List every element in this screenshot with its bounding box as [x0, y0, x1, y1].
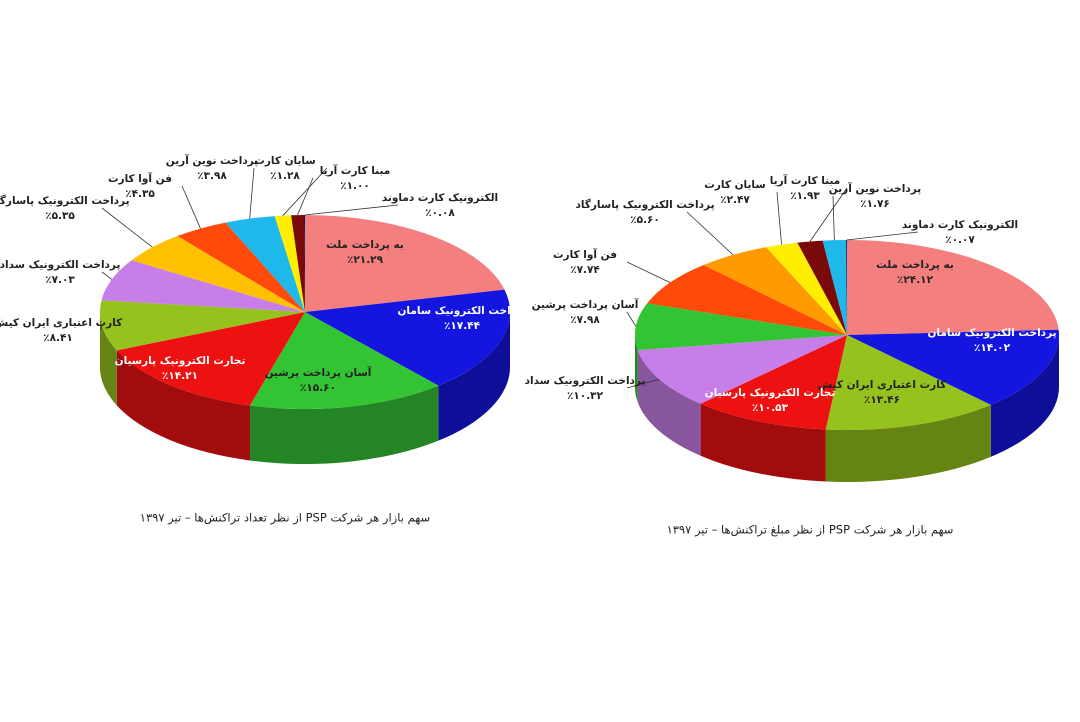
pie-side [100, 312, 117, 406]
slice-label: کارت اعتباری ایران کیش [0, 317, 123, 329]
pie-side [637, 350, 701, 456]
pie-slice [825, 335, 991, 430]
value-label: ٪۱.۰۰ [340, 180, 370, 192]
leader-line [297, 177, 314, 216]
value-label: ٪۱۴.۲۱ [162, 370, 198, 382]
slice-label: پرداخت نوین آرین [829, 182, 921, 195]
pie-side [825, 404, 991, 482]
pie-slice [635, 303, 847, 351]
pie-slice [99, 300, 305, 351]
pie-slice [305, 289, 511, 386]
value-label: ٪۵.۶۰ [630, 214, 660, 226]
slice-label: به پرداخت ملت [326, 239, 404, 251]
leader-line [101, 207, 153, 248]
value-label: ٪۱.۷۶ [860, 198, 890, 210]
pie-slice [797, 240, 847, 335]
value-label: ٪۷.۷۴ [570, 264, 600, 276]
slice-label: تجارت الکترونیک پارسیان [705, 387, 836, 399]
slice-label: کارت اعتباری ایران کیش [818, 379, 947, 391]
leader-line [626, 311, 637, 327]
pie-slice [303, 215, 305, 312]
value-label: ٪۱.۲۸ [270, 170, 300, 182]
value-label: ٪۰.۰۷ [945, 234, 975, 246]
value-label: ٪۷.۹۸ [570, 314, 600, 326]
value-label: ٪۲۱.۲۹ [347, 254, 384, 266]
slice-label: مبنا کارت آریا [320, 164, 391, 177]
pie-side [116, 350, 251, 461]
pie-side [438, 312, 510, 441]
value-label: ٪۱۰.۵۳ [752, 402, 789, 414]
pie-slice [846, 240, 847, 335]
pie-slice [225, 216, 305, 312]
value-label: ٪۴.۳۵ [125, 188, 155, 200]
pie-slice [131, 236, 305, 312]
pie-slice [274, 215, 305, 312]
value-label: ٪۱.۹۳ [790, 190, 820, 202]
value-label: ٪۱۰.۳۲ [567, 390, 604, 402]
value-label: ٪۳.۹۸ [197, 170, 227, 182]
pie-slice [700, 335, 847, 430]
leader-line [626, 261, 671, 283]
leader-line [846, 231, 919, 241]
slice-label: پرداخت نوین آرین [166, 154, 258, 167]
value-label: ٪۱۳.۴۶ [864, 394, 900, 406]
slice-label: پرداخت الکترونیک سامان [927, 327, 1056, 339]
pie-slice [822, 240, 847, 335]
pie-side [250, 385, 439, 465]
slice-label: فن آوا کارت [108, 172, 172, 185]
pie-slice [703, 247, 847, 335]
slice-label: تجارت الکترونیک پارسیان [115, 355, 246, 367]
pie-slice [847, 329, 1059, 405]
value-label: ٪۱۴.۰۲ [974, 342, 1011, 354]
chart-title: سهم بازار هر شرکت PSP از نظر تعداد تراکن… [140, 511, 430, 526]
value-label: ٪۸.۴۱ [43, 332, 73, 344]
slice-label: فن آوا کارت [553, 248, 617, 261]
slice-label: آسان پرداخت پرشین [532, 298, 639, 311]
value-label: ٪۵.۳۵ [45, 210, 75, 222]
slice-label: آسان پرداخت پرشین [265, 366, 372, 379]
pie-slice [637, 335, 847, 404]
leader-line [181, 185, 201, 229]
pie-slice [847, 240, 1059, 335]
slice-label: مبنا کارت آریا [770, 174, 841, 187]
slice-label: پرداخت الکترونیک سامان [397, 305, 526, 317]
slice-label: الکترونیک کارت دماوند [902, 219, 1018, 231]
leader-line [832, 195, 835, 241]
pie-slice [291, 215, 305, 312]
pie-slice [250, 312, 439, 410]
value-label: ٪۲.۴۷ [720, 194, 750, 206]
pie-slice [101, 260, 306, 312]
leader-line [99, 325, 103, 331]
chart-title: سهم بازار هر شرکت PSP از نظر مبلغ تراکنش… [667, 523, 954, 538]
value-label: ٪۷.۰۳ [45, 274, 75, 286]
value-label: ٪۱۵.۶۰ [300, 382, 336, 394]
pie-slice [647, 265, 847, 335]
value-label: ٪۲۴.۱۲ [897, 274, 934, 286]
pie-slice [305, 215, 505, 312]
pie-slice [766, 242, 847, 335]
pie-slice [177, 222, 305, 312]
leader-line [809, 187, 848, 242]
leader-line [304, 204, 399, 216]
slice-label: سایان کارت [254, 155, 315, 167]
leader-line [776, 191, 782, 245]
slice-label: به پرداخت ملت [876, 259, 954, 271]
leader-line [282, 167, 328, 216]
pie-slice [116, 312, 306, 406]
slice-label: سایان کارت [704, 179, 765, 191]
pie-side [990, 335, 1059, 457]
slice-label: پرداخت الکترونیک سداد [0, 259, 120, 271]
slice-label: الکترونیک کارت دماوند [382, 192, 498, 204]
leader-line [101, 271, 113, 280]
leader-line [626, 378, 660, 389]
slice-label: پرداخت الکترونیک سداد [525, 375, 646, 387]
slice-label: پرداخت الکترونیک پاسارگاد [0, 194, 130, 207]
value-label: ٪۰.۰۸ [425, 207, 455, 219]
pie-side [700, 403, 826, 482]
leader-line [249, 167, 255, 219]
leader-line [686, 211, 734, 256]
value-label: ٪۱۷.۴۴ [444, 320, 481, 332]
slice-label: پرداخت الکترونیک پاسارگاد [575, 198, 714, 211]
